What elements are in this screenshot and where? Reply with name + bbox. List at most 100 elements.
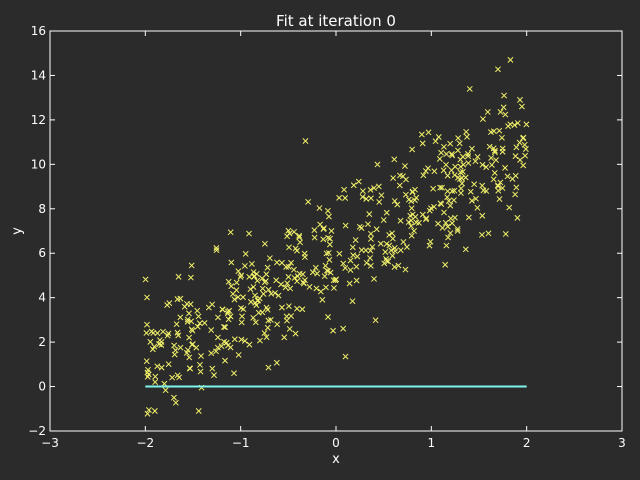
data-point — [222, 324, 229, 331]
data-point — [231, 336, 238, 343]
data-point — [144, 321, 150, 328]
data-point — [486, 143, 493, 150]
data-point — [373, 226, 380, 233]
data-point — [171, 342, 178, 349]
data-point — [237, 273, 244, 280]
data-point — [412, 213, 419, 220]
y-tick-label: 0 — [38, 380, 46, 394]
data-point — [459, 180, 465, 187]
data-point — [144, 373, 151, 380]
data-point — [213, 245, 220, 251]
data-point — [300, 280, 307, 287]
data-points — [142, 56, 530, 417]
data-point — [263, 304, 270, 311]
data-point — [311, 227, 318, 234]
data-point — [260, 290, 267, 297]
data-point — [296, 234, 303, 241]
data-point — [437, 184, 444, 191]
data-point — [506, 204, 513, 211]
data-point — [285, 273, 292, 280]
data-point — [431, 168, 438, 175]
data-point — [184, 316, 191, 323]
data-point — [347, 257, 354, 264]
data-point — [247, 298, 254, 305]
data-point — [484, 109, 491, 115]
data-point — [465, 214, 472, 221]
data-point — [173, 321, 180, 328]
data-point — [448, 150, 455, 157]
data-point — [145, 366, 151, 373]
data-point — [445, 234, 452, 241]
data-point — [405, 219, 412, 226]
data-point — [301, 277, 308, 284]
data-point — [342, 353, 349, 360]
data-point — [286, 325, 293, 332]
data-point — [209, 365, 216, 372]
data-point — [154, 363, 161, 370]
data-point — [228, 283, 235, 290]
data-point — [400, 238, 407, 245]
data-point — [194, 307, 201, 314]
data-point — [468, 197, 475, 204]
data-point — [408, 232, 415, 239]
data-point — [274, 321, 281, 328]
data-point — [278, 281, 284, 288]
data-point — [389, 235, 396, 242]
data-point — [282, 284, 289, 291]
data-point — [305, 198, 312, 205]
data-point — [285, 263, 292, 270]
data-point — [513, 144, 520, 151]
x-tick-label: 1 — [428, 436, 436, 450]
data-point — [184, 347, 191, 353]
data-point — [352, 237, 359, 243]
data-point — [444, 223, 451, 230]
data-point — [378, 192, 385, 199]
data-point — [408, 223, 415, 230]
data-point — [273, 277, 280, 284]
data-point — [246, 341, 253, 348]
data-point — [333, 276, 340, 283]
data-point — [309, 269, 316, 276]
data-point — [252, 319, 259, 326]
data-point — [316, 205, 323, 211]
data-point — [233, 287, 240, 294]
data-point — [349, 298, 356, 305]
data-point — [255, 297, 261, 303]
data-point — [226, 307, 233, 314]
data-point — [224, 310, 231, 317]
data-point — [415, 219, 422, 226]
data-point — [263, 334, 270, 341]
data-point — [350, 182, 357, 189]
x-tick-label: −3 — [41, 436, 59, 450]
data-point — [442, 261, 449, 268]
data-point — [189, 327, 196, 334]
data-point — [432, 138, 439, 145]
data-point — [353, 263, 360, 270]
data-point — [419, 140, 426, 147]
data-point — [177, 344, 184, 351]
data-point — [275, 292, 282, 299]
data-point — [496, 127, 503, 134]
data-point — [465, 160, 472, 167]
data-point — [292, 245, 299, 252]
data-point — [247, 286, 254, 293]
data-point — [390, 175, 397, 181]
data-point — [371, 185, 377, 191]
data-point — [162, 387, 169, 394]
data-point — [456, 176, 463, 183]
data-point — [443, 151, 450, 158]
data-point — [483, 188, 490, 194]
data-point — [495, 66, 501, 73]
data-point — [296, 232, 303, 239]
data-point — [514, 214, 521, 221]
data-point — [196, 361, 203, 368]
data-point — [383, 257, 390, 264]
x-tick-label: 3 — [618, 436, 626, 450]
data-point — [165, 330, 172, 337]
data-point — [491, 169, 498, 176]
data-point — [246, 273, 253, 280]
y-tick-label: 8 — [38, 202, 46, 216]
data-point — [320, 236, 327, 243]
data-point — [356, 223, 363, 230]
data-point — [158, 364, 165, 371]
